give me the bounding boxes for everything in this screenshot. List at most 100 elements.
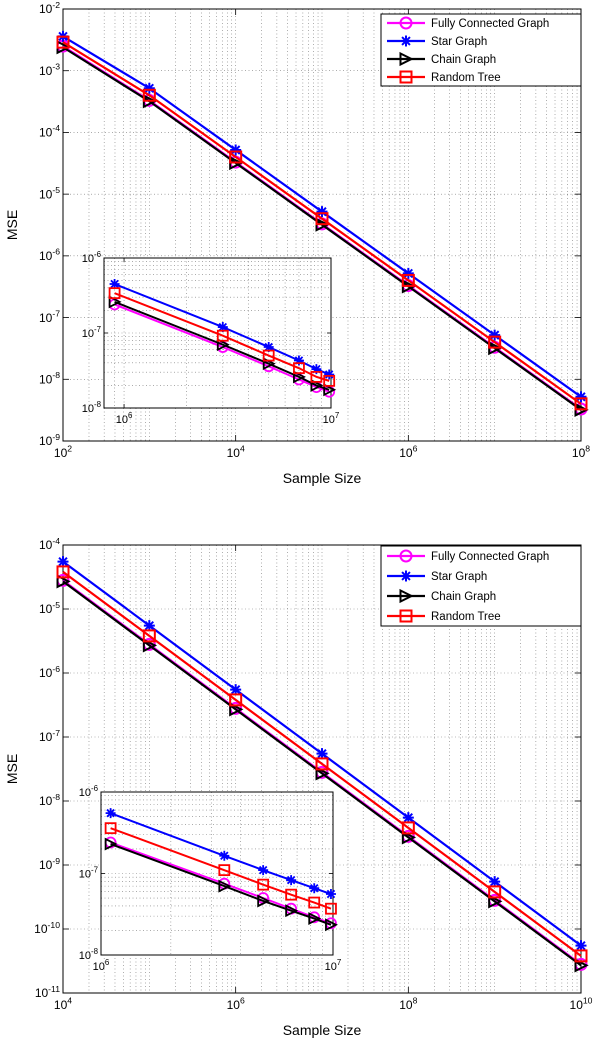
inset-data-point bbox=[217, 322, 228, 333]
x-tick-label: 106 bbox=[227, 996, 245, 1012]
legend-label: Star Graph bbox=[431, 571, 487, 583]
legend-label: Star Graph bbox=[431, 36, 487, 48]
inset-data-point bbox=[285, 904, 299, 918]
y-tick-label: 10-7 bbox=[39, 308, 60, 324]
inset-data-point bbox=[257, 894, 271, 908]
inset-data-point bbox=[324, 369, 335, 380]
inset-series-star-graph bbox=[105, 808, 336, 900]
x-tick-label: 108 bbox=[399, 996, 417, 1012]
legend-label: Fully Connected Graph bbox=[431, 551, 549, 563]
y-tick-label: 10-2 bbox=[39, 0, 60, 16]
series-line bbox=[62, 41, 582, 405]
x-tick-label: 1010 bbox=[570, 996, 593, 1012]
series-random-tree bbox=[56, 35, 588, 411]
legend: Fully Connected Graph Star Graph Chain Gra… bbox=[380, 13, 582, 87]
legend-box bbox=[380, 13, 582, 87]
data-point bbox=[401, 821, 415, 835]
inset-series-random-tree bbox=[104, 822, 337, 915]
legend-box bbox=[380, 545, 582, 627]
legend-marker bbox=[400, 570, 412, 582]
legend-marker bbox=[400, 35, 412, 47]
inset-data-point bbox=[325, 902, 337, 915]
series-line bbox=[62, 571, 582, 957]
inset-chart: 106 107 10-8 10-7 10-6 bbox=[82, 250, 340, 426]
chart-2: 104 106 108 101010-1110-1010-910-810-710-61… bbox=[4, 536, 593, 1038]
y-tick-label: 10-5 bbox=[39, 185, 60, 201]
legend-marker bbox=[399, 70, 413, 84]
inset-data-point bbox=[323, 383, 337, 397]
inset-data-point bbox=[293, 362, 305, 375]
inset-data-point bbox=[218, 879, 232, 893]
inset-data-point bbox=[109, 279, 120, 290]
inset-data-point bbox=[325, 889, 336, 900]
legend-marker bbox=[399, 588, 414, 604]
y-tick-label: 10-3 bbox=[39, 62, 60, 78]
inset-data-point bbox=[263, 342, 274, 353]
series-star-graph bbox=[57, 30, 587, 403]
inset-frame bbox=[103, 257, 332, 409]
data-point bbox=[315, 212, 329, 226]
series-line bbox=[62, 580, 582, 967]
data-point bbox=[316, 206, 328, 218]
data-point bbox=[488, 335, 502, 349]
legend: Fully Connected Graph Star Graph Chain Gra… bbox=[380, 545, 582, 627]
y-tick-label: 10-7 bbox=[79, 865, 98, 880]
y-axis-label: MSE bbox=[4, 754, 20, 784]
series-star-graph bbox=[57, 556, 587, 952]
legend-item: Star Graph bbox=[387, 35, 487, 48]
data-point bbox=[401, 830, 417, 845]
x-tick-label: 107 bbox=[323, 411, 340, 426]
y-tick-label: 10-7 bbox=[82, 325, 101, 340]
inset-data-point bbox=[293, 355, 304, 366]
inset-data-point bbox=[104, 822, 117, 835]
inset-data-point bbox=[108, 295, 122, 309]
data-point bbox=[142, 638, 158, 653]
data-point bbox=[402, 812, 414, 824]
y-tick-label: 10-6 bbox=[39, 664, 60, 680]
x-tick-label: 108 bbox=[572, 444, 590, 460]
y-tick-label: 10-7 bbox=[39, 728, 60, 744]
legend-marker bbox=[399, 549, 413, 563]
legend-item: Chain Graph bbox=[387, 588, 496, 604]
y-tick-label: 10-8 bbox=[82, 400, 102, 415]
y-tick-label: 10-5 bbox=[39, 600, 60, 616]
inset-series-line bbox=[110, 812, 332, 895]
inset-ticks: 106 107 10-8 10-7 10-6 bbox=[79, 784, 342, 973]
data-point bbox=[229, 150, 243, 164]
data-point bbox=[143, 620, 155, 632]
data-point bbox=[489, 329, 501, 341]
legend-label: Chain Graph bbox=[431, 54, 496, 66]
x-tick-label: 106 bbox=[116, 411, 133, 426]
inset-data-point bbox=[105, 808, 116, 819]
legend-label: Random Tree bbox=[431, 611, 501, 623]
data-point bbox=[143, 82, 155, 94]
data-point bbox=[488, 885, 502, 899]
x-tick-label: 106 bbox=[93, 958, 110, 973]
plot-frame bbox=[62, 8, 582, 442]
y-tick-label: 10-4 bbox=[39, 123, 60, 139]
data-point bbox=[56, 35, 70, 49]
data-point bbox=[142, 629, 156, 643]
plot-frame bbox=[62, 544, 582, 994]
data-point bbox=[57, 556, 69, 568]
inset-data-point bbox=[308, 912, 322, 926]
legend-label: Fully Connected Graph bbox=[431, 18, 549, 30]
series-random-tree bbox=[56, 565, 588, 963]
data-point bbox=[56, 565, 70, 579]
inset-data-point bbox=[262, 349, 275, 362]
inset-data-point bbox=[325, 918, 338, 932]
data-point bbox=[574, 958, 589, 973]
legend-item: Fully Connected Graph bbox=[387, 16, 549, 30]
inset-series-chain-graph bbox=[104, 837, 338, 932]
y-tick-label: 10-10 bbox=[34, 920, 60, 936]
inset-data-point bbox=[309, 883, 320, 894]
x-tick-label: 104 bbox=[54, 996, 72, 1012]
legend-item: Random Tree bbox=[387, 70, 501, 84]
data-point bbox=[229, 702, 244, 717]
inset-data-point bbox=[108, 287, 121, 300]
data-point bbox=[488, 894, 503, 909]
inset-data-point bbox=[104, 837, 118, 851]
ticks: 104 106 108 101010-1110-1010-910-810-710-61… bbox=[34, 536, 593, 1012]
data-point bbox=[574, 397, 588, 411]
inset-data-point bbox=[310, 378, 324, 392]
